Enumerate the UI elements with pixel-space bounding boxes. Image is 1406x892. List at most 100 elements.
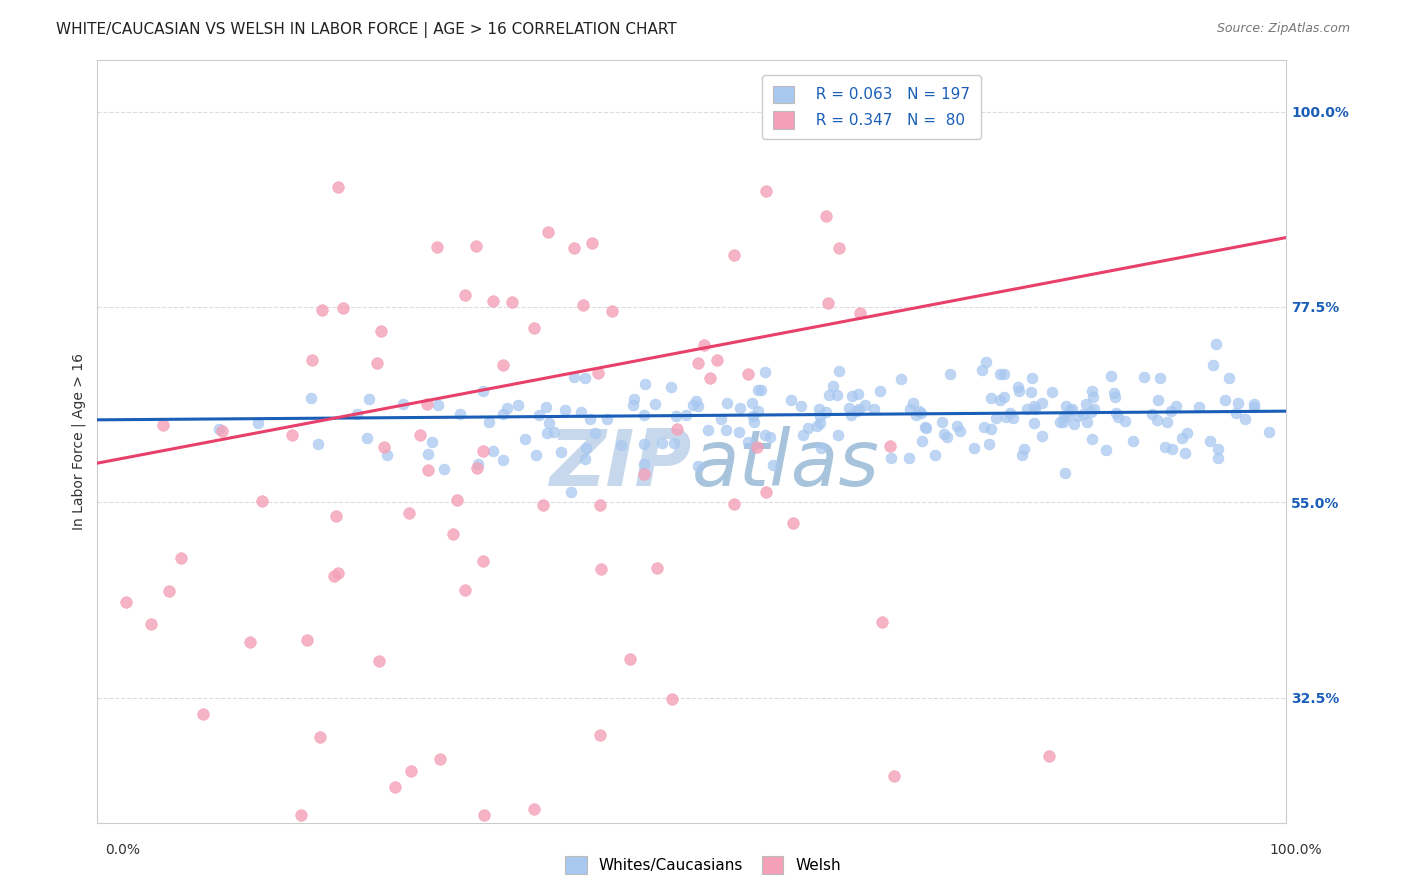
Point bbox=[506, 398, 529, 412]
Point bbox=[297, 633, 319, 648]
Point bbox=[373, 440, 395, 454]
Point bbox=[370, 324, 392, 338]
Point bbox=[1147, 392, 1170, 407]
Point bbox=[1031, 396, 1053, 410]
Point bbox=[723, 247, 745, 261]
Point bbox=[1160, 404, 1182, 418]
Point bbox=[478, 415, 501, 429]
Point bbox=[741, 396, 763, 410]
Point bbox=[974, 355, 997, 369]
Point bbox=[290, 807, 312, 822]
Point bbox=[806, 418, 828, 433]
Point bbox=[325, 508, 347, 523]
Point bbox=[1012, 442, 1035, 456]
Point bbox=[728, 401, 751, 415]
Point bbox=[1007, 380, 1029, 394]
Point bbox=[537, 416, 560, 430]
Point bbox=[870, 615, 893, 629]
Point bbox=[682, 399, 704, 413]
Point bbox=[346, 408, 368, 422]
Point bbox=[1011, 448, 1033, 462]
Point bbox=[797, 421, 820, 435]
Point bbox=[825, 388, 848, 402]
Point bbox=[1225, 406, 1247, 420]
Point bbox=[723, 497, 745, 511]
Point bbox=[323, 569, 346, 583]
Point bbox=[398, 506, 420, 520]
Point bbox=[728, 425, 751, 440]
Point bbox=[1099, 368, 1122, 383]
Point bbox=[1095, 442, 1118, 457]
Point bbox=[375, 449, 398, 463]
Point bbox=[537, 225, 560, 239]
Point bbox=[699, 370, 721, 384]
Point bbox=[1258, 425, 1281, 439]
Point bbox=[356, 431, 378, 445]
Point bbox=[911, 434, 934, 448]
Point bbox=[309, 731, 332, 745]
Point bbox=[841, 389, 863, 403]
Point bbox=[433, 461, 456, 475]
Text: 100.0%: 100.0% bbox=[1270, 843, 1322, 857]
Point bbox=[792, 427, 814, 442]
Point bbox=[696, 423, 718, 437]
Point bbox=[515, 432, 537, 446]
Point bbox=[449, 407, 471, 421]
Point bbox=[589, 499, 612, 513]
Point bbox=[817, 295, 839, 310]
Point bbox=[692, 338, 714, 352]
Point bbox=[1104, 385, 1126, 400]
Point bbox=[970, 362, 993, 376]
Point bbox=[984, 411, 1007, 425]
Point bbox=[531, 498, 554, 512]
Point bbox=[647, 560, 669, 574]
Point bbox=[1007, 384, 1029, 398]
Point bbox=[1227, 396, 1250, 410]
Point bbox=[1074, 397, 1097, 411]
Point bbox=[814, 405, 837, 419]
Point bbox=[211, 424, 233, 438]
Point bbox=[634, 376, 657, 391]
Point bbox=[1107, 409, 1129, 424]
Point bbox=[737, 367, 759, 381]
Point bbox=[666, 422, 689, 436]
Point bbox=[1002, 410, 1025, 425]
Point bbox=[139, 617, 162, 632]
Point bbox=[808, 401, 831, 416]
Point bbox=[935, 429, 957, 443]
Point bbox=[980, 422, 1002, 436]
Point bbox=[391, 397, 413, 411]
Point bbox=[523, 320, 546, 334]
Point bbox=[869, 384, 891, 399]
Point bbox=[848, 387, 870, 401]
Point bbox=[1243, 397, 1265, 411]
Point bbox=[207, 422, 229, 436]
Point bbox=[1140, 407, 1163, 421]
Point bbox=[1156, 415, 1178, 429]
Point bbox=[536, 425, 558, 440]
Point bbox=[651, 436, 673, 450]
Point bbox=[1083, 402, 1105, 417]
Point bbox=[662, 436, 685, 450]
Point bbox=[1243, 400, 1265, 414]
Point bbox=[1071, 407, 1094, 421]
Point bbox=[633, 467, 655, 481]
Point bbox=[1024, 401, 1046, 416]
Point bbox=[716, 396, 738, 410]
Point bbox=[1063, 417, 1085, 432]
Point bbox=[416, 397, 439, 411]
Point bbox=[946, 419, 969, 434]
Point bbox=[751, 383, 773, 397]
Point bbox=[993, 368, 1015, 382]
Point bbox=[1205, 337, 1227, 351]
Point bbox=[685, 393, 707, 408]
Point bbox=[1206, 442, 1229, 456]
Point bbox=[1053, 409, 1076, 424]
Point bbox=[828, 363, 851, 377]
Y-axis label: In Labor Force | Age > 16: In Labor Force | Age > 16 bbox=[72, 353, 86, 530]
Point bbox=[1206, 451, 1229, 466]
Point bbox=[737, 434, 759, 449]
Point bbox=[1052, 415, 1074, 429]
Point bbox=[465, 461, 488, 475]
Point bbox=[429, 751, 451, 765]
